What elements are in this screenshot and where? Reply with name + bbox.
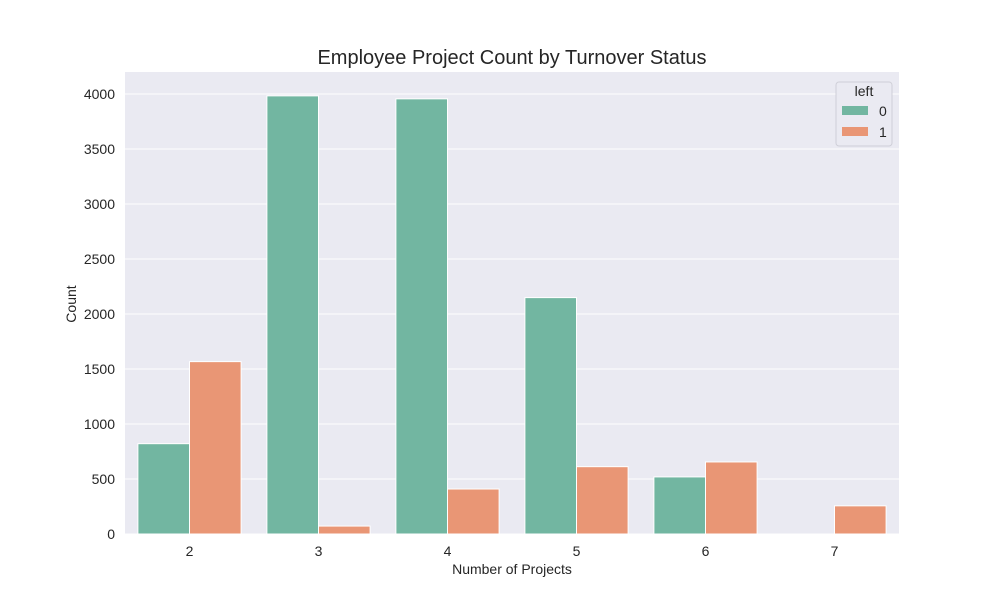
y-tick-label-5: 2500 <box>84 251 115 267</box>
y-tick-label-2: 1000 <box>84 416 115 432</box>
bar-projects-6-left-1 <box>705 461 758 535</box>
x-tick-label-7: 7 <box>831 543 839 559</box>
x-tick-label-6: 6 <box>702 543 710 559</box>
y-tick-label-1: 500 <box>92 471 116 487</box>
x-axis-label: Number of Projects <box>452 561 572 577</box>
y-tick-label-0: 0 <box>107 526 115 542</box>
y-axis-label: Count <box>63 285 79 322</box>
x-tick-label-2: 2 <box>186 543 194 559</box>
legend-swatch-series-1 <box>842 127 868 136</box>
bar-projects-2-left-0 <box>137 443 190 535</box>
y-axis-ticks: 0 500 1000 1500 2000 2500 3000 3500 4000 <box>84 86 115 542</box>
gridlines <box>125 93 899 535</box>
x-axis-ticks: 2 3 4 5 6 7 <box>186 543 839 559</box>
bar-projects-7-left-1 <box>834 505 887 535</box>
y-tick-label-4: 2000 <box>84 306 115 322</box>
bars-group <box>137 95 887 535</box>
bar-projects-6-left-0 <box>653 476 707 535</box>
legend-label-series-1: 1 <box>879 124 887 140</box>
legend-title: left <box>855 83 874 99</box>
x-tick-label-4: 4 <box>444 543 452 559</box>
bar-projects-4-left-1 <box>447 488 500 535</box>
bar-projects-5-left-0 <box>524 297 578 535</box>
legend-label-series-0: 0 <box>879 103 887 119</box>
y-tick-label-7: 3500 <box>84 141 115 157</box>
x-tick-label-5: 5 <box>573 543 581 559</box>
legend: left 0 1 <box>835 81 893 147</box>
bar-projects-3-left-0 <box>266 95 319 535</box>
chart-title: Employee Project Count by Turnover Statu… <box>317 47 706 69</box>
bar-projects-5-left-1 <box>576 466 629 535</box>
x-tick-label-3: 3 <box>315 543 323 559</box>
bar-projects-3-left-1 <box>318 525 371 535</box>
bar-projects-2-left-1 <box>189 361 242 535</box>
legend-swatch-series-0 <box>842 106 868 115</box>
y-tick-label-6: 3000 <box>84 196 115 212</box>
y-tick-label-3: 1500 <box>84 361 115 377</box>
y-tick-label-8: 4000 <box>84 86 115 102</box>
bar-projects-4-left-0 <box>395 98 448 535</box>
